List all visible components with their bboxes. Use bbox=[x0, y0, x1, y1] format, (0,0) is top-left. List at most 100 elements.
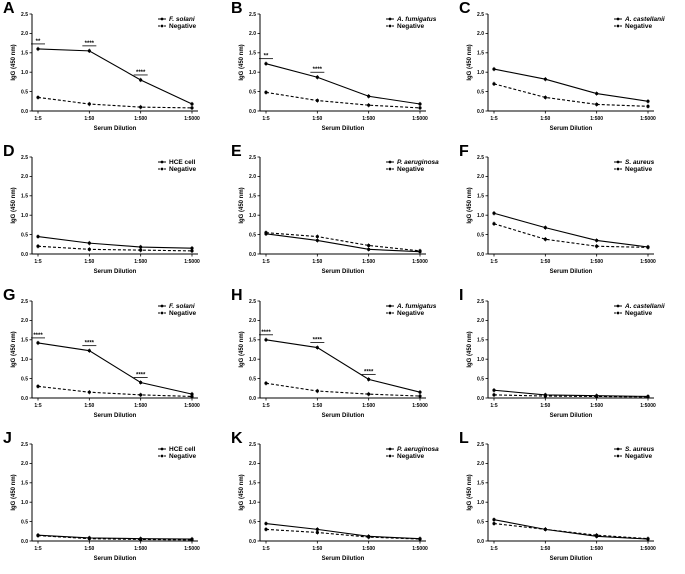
y-tick-label: 0.5 bbox=[249, 376, 256, 382]
y-tick-label: 1.0 bbox=[21, 70, 28, 76]
y-tick-label: 2.0 bbox=[477, 174, 484, 180]
x-tick-label: 1:5 bbox=[34, 546, 41, 552]
data-point bbox=[418, 106, 422, 110]
x-tick-label: 1:5000 bbox=[184, 116, 200, 122]
data-point bbox=[492, 211, 496, 215]
x-tick-label: 1:5 bbox=[262, 546, 269, 552]
legend-marker bbox=[388, 167, 392, 171]
data-point bbox=[418, 537, 422, 541]
x-tick-label: 1:50 bbox=[84, 116, 94, 122]
significance-label: **** bbox=[136, 372, 146, 378]
y-tick-label: 1.5 bbox=[249, 194, 256, 200]
data-point bbox=[418, 390, 422, 394]
y-axis-label: IgG (450 nm) bbox=[239, 187, 245, 223]
x-tick-label: 1:500 bbox=[590, 546, 603, 552]
y-tick-label: 1.5 bbox=[477, 51, 484, 57]
x-tick-label: 1:50 bbox=[312, 546, 322, 552]
x-tick-label: 1:5000 bbox=[640, 546, 656, 552]
y-tick-label: 1.0 bbox=[21, 500, 28, 506]
y-tick-label: 2.0 bbox=[249, 31, 256, 37]
y-tick-label: 2.5 bbox=[249, 299, 256, 305]
data-point bbox=[87, 241, 91, 245]
y-tick-label: 1.0 bbox=[477, 500, 484, 506]
y-tick-label: 0.0 bbox=[21, 396, 28, 402]
panel-g: G 0.0 0.5 1.0 1.5 2.0 2.5 1:5 1:50 1:500 1:5000 Se… bbox=[0, 287, 228, 430]
y-tick-label: 2.5 bbox=[21, 12, 28, 18]
x-axis-label: Serum Dilution bbox=[322, 269, 365, 275]
x-tick-label: 1:5000 bbox=[640, 403, 656, 409]
legend-marker bbox=[388, 24, 392, 28]
data-point bbox=[595, 238, 599, 243]
series-line bbox=[37, 48, 193, 105]
x-tick-label: 1:500 bbox=[134, 259, 147, 265]
x-tick-label: 1:5 bbox=[262, 259, 269, 265]
y-tick-label: 2.0 bbox=[477, 461, 484, 467]
x-tick-label: 1:50 bbox=[84, 546, 94, 552]
series-line bbox=[493, 394, 649, 398]
data-point bbox=[646, 245, 650, 250]
data-point bbox=[190, 394, 194, 399]
panel-c: C 0.0 0.5 1.0 1.5 2.0 2.5 1:5 1:50 1:500 1:5000 Se… bbox=[456, 0, 684, 143]
series-line bbox=[493, 68, 649, 102]
x-tick-label: 1:50 bbox=[540, 116, 550, 122]
data-point bbox=[87, 247, 91, 251]
legend-marker bbox=[616, 167, 620, 171]
panel-e: E 0.0 0.5 1.0 1.5 2.0 2.5 1:5 1:50 1:500 1:5000 Se… bbox=[228, 143, 456, 286]
x-tick-label: 1:5 bbox=[490, 546, 497, 552]
data-point bbox=[87, 349, 91, 353]
legend-label: A. fumigatus bbox=[396, 303, 437, 310]
panel-h: H 0.0 0.5 1.0 1.5 2.0 2.5 1:5 1:50 1:500 1:5000 Se… bbox=[228, 287, 456, 430]
data-point bbox=[87, 390, 91, 394]
x-tick-label: 1:500 bbox=[134, 546, 147, 552]
data-point bbox=[264, 527, 268, 531]
panel-j: J 0.0 0.5 1.0 1.5 2.0 2.5 1:5 1:50 1:500 1:5000 Se… bbox=[0, 430, 228, 573]
legend-label: F. solani bbox=[169, 16, 195, 23]
series-line bbox=[37, 535, 193, 541]
data-point bbox=[595, 394, 599, 399]
legend-marker bbox=[160, 311, 164, 315]
y-tick-label: 0.0 bbox=[477, 539, 484, 545]
data-point bbox=[646, 395, 650, 399]
y-tick-label: 2.5 bbox=[249, 12, 256, 18]
legend-label: Negative bbox=[625, 23, 652, 30]
x-tick-label: 1:50 bbox=[540, 546, 550, 552]
chart-b: 0.0 0.5 1.0 1.5 2.0 2.5 1:5 1:50 1:500 1:5000 Seru… bbox=[239, 12, 437, 132]
y-tick-label: 2.0 bbox=[249, 174, 256, 180]
y-tick-label: 1.5 bbox=[249, 481, 256, 487]
data-point bbox=[36, 234, 40, 239]
y-axis-label: IgG (450 nm) bbox=[467, 187, 473, 223]
data-point bbox=[367, 243, 371, 248]
chart-l: 0.0 0.5 1.0 1.5 2.0 2.5 1:5 1:50 1:500 1:5000 Seru… bbox=[467, 442, 656, 562]
panel-letter: L bbox=[459, 430, 469, 447]
x-tick-label: 1:500 bbox=[134, 403, 147, 409]
data-point bbox=[543, 95, 547, 100]
series-line bbox=[265, 63, 421, 105]
x-tick-label: 1:5000 bbox=[412, 116, 428, 122]
panel-letter: H bbox=[231, 287, 243, 304]
y-axis-label: IgG (450 nm) bbox=[11, 44, 17, 80]
x-axis-label: Serum Dilution bbox=[322, 556, 365, 562]
legend-label: HCE cell bbox=[169, 159, 196, 166]
data-point bbox=[492, 388, 496, 392]
y-axis-label: IgG (450 nm) bbox=[467, 474, 473, 510]
data-point bbox=[264, 90, 268, 94]
data-point bbox=[646, 104, 650, 108]
series-line bbox=[265, 382, 421, 397]
x-tick-label: 1:5000 bbox=[184, 546, 200, 552]
y-tick-label: 0.5 bbox=[477, 519, 484, 525]
y-tick-label: 2.5 bbox=[249, 155, 256, 161]
y-tick-label: 0.0 bbox=[249, 396, 256, 402]
data-point bbox=[315, 98, 319, 103]
panel-a: A 0.0 0.5 1.0 1.5 2.0 2.5 1:5 1:50 1:500 1:5000 Se… bbox=[0, 0, 228, 143]
legend-label: Negative bbox=[397, 23, 424, 30]
data-point bbox=[367, 535, 371, 539]
y-tick-label: 0.0 bbox=[21, 539, 28, 545]
data-point bbox=[543, 527, 547, 531]
legend-marker bbox=[388, 454, 392, 458]
y-tick-label: 0.0 bbox=[477, 252, 484, 258]
data-point bbox=[418, 394, 422, 398]
series-line bbox=[493, 83, 649, 107]
y-tick-label: 1.0 bbox=[249, 357, 256, 363]
x-tick-label: 1:5 bbox=[262, 116, 269, 122]
legend-label: P. aeruginosa bbox=[397, 446, 439, 453]
